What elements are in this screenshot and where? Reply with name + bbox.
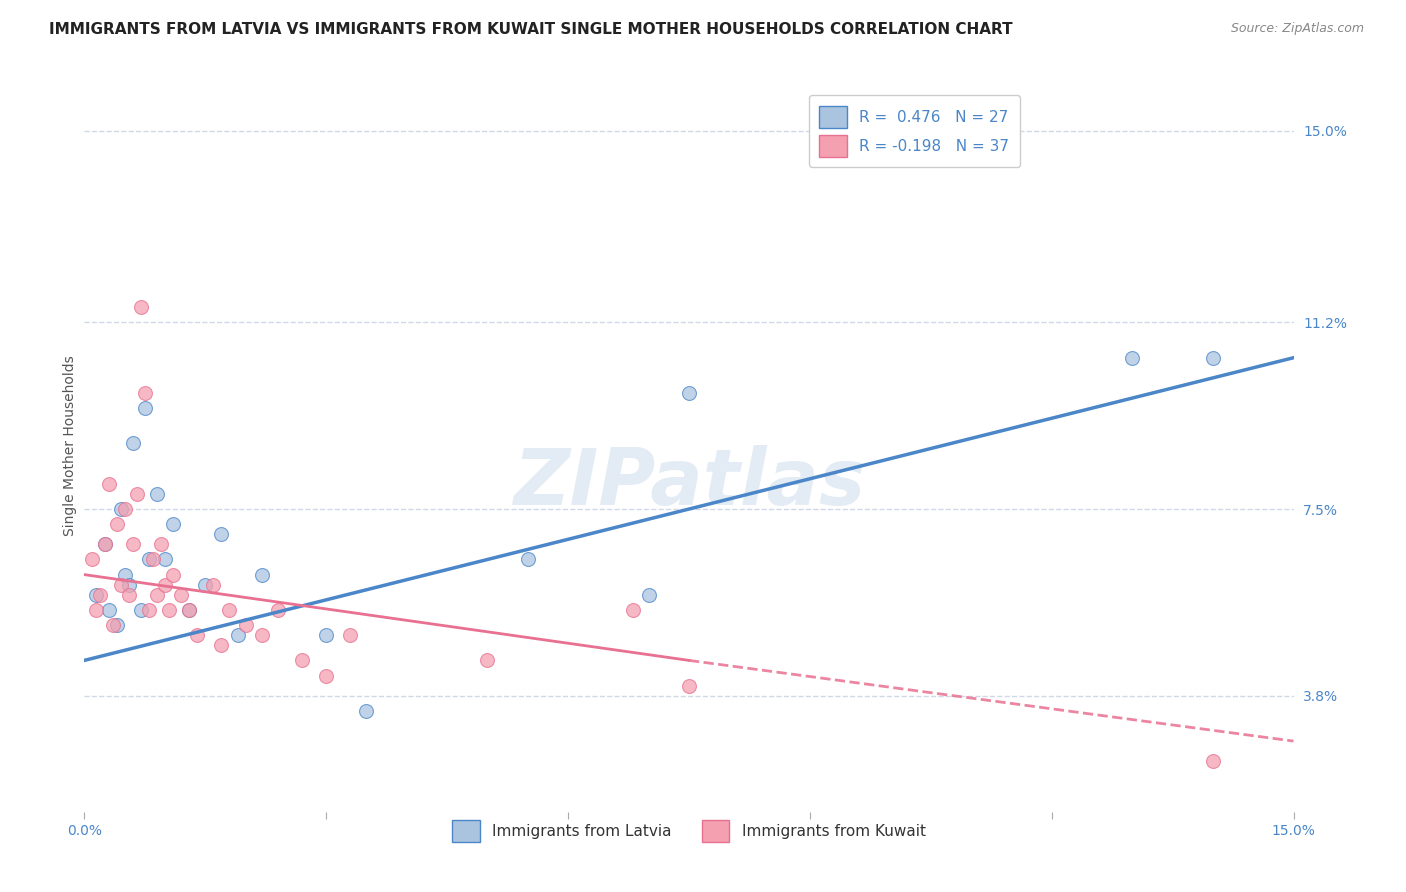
Point bbox=[118, 588, 141, 602]
Text: Source: ZipAtlas.com: Source: ZipAtlas.com bbox=[1230, 22, 1364, 36]
Point bbox=[93, 537, 115, 551]
Point bbox=[121, 436, 143, 450]
Point bbox=[194, 578, 217, 592]
Point bbox=[86, 603, 108, 617]
Point bbox=[250, 628, 273, 642]
Text: ZIPatlas: ZIPatlas bbox=[513, 444, 865, 521]
Point bbox=[202, 578, 225, 592]
Point bbox=[162, 567, 184, 582]
Point bbox=[134, 386, 156, 401]
Point bbox=[209, 527, 232, 541]
Point bbox=[118, 578, 141, 592]
Point bbox=[267, 603, 290, 617]
Point bbox=[157, 603, 180, 617]
Point bbox=[315, 668, 337, 682]
Point bbox=[125, 487, 148, 501]
Point bbox=[339, 628, 361, 642]
Point bbox=[186, 628, 208, 642]
Point bbox=[153, 578, 176, 592]
Point bbox=[146, 588, 169, 602]
Legend: Immigrants from Latvia, Immigrants from Kuwait: Immigrants from Latvia, Immigrants from … bbox=[446, 814, 932, 848]
Text: IMMIGRANTS FROM LATVIA VS IMMIGRANTS FROM KUWAIT SINGLE MOTHER HOUSEHOLDS CORREL: IMMIGRANTS FROM LATVIA VS IMMIGRANTS FRO… bbox=[49, 22, 1012, 37]
Point bbox=[315, 628, 337, 642]
Point bbox=[138, 552, 160, 566]
Point bbox=[1202, 754, 1225, 768]
Point bbox=[209, 638, 232, 652]
Point bbox=[82, 552, 104, 566]
Point bbox=[678, 386, 700, 401]
Point bbox=[97, 476, 120, 491]
Point bbox=[93, 537, 115, 551]
Point bbox=[149, 537, 172, 551]
Point bbox=[162, 517, 184, 532]
Point bbox=[179, 603, 201, 617]
Point bbox=[621, 603, 644, 617]
Point bbox=[105, 618, 128, 632]
Point bbox=[114, 502, 136, 516]
Point bbox=[516, 552, 538, 566]
Point bbox=[356, 704, 378, 718]
Point bbox=[114, 567, 136, 582]
Point bbox=[153, 552, 176, 566]
Point bbox=[146, 487, 169, 501]
Point bbox=[226, 628, 249, 642]
Point bbox=[134, 401, 156, 416]
Point bbox=[170, 588, 193, 602]
Point bbox=[89, 588, 111, 602]
Point bbox=[86, 588, 108, 602]
Point bbox=[129, 603, 152, 617]
Point bbox=[1202, 351, 1225, 365]
Point bbox=[110, 578, 132, 592]
Point bbox=[110, 502, 132, 516]
Point bbox=[250, 567, 273, 582]
Point bbox=[105, 517, 128, 532]
Point bbox=[101, 618, 124, 632]
Point bbox=[142, 552, 165, 566]
Point bbox=[678, 679, 700, 693]
Point bbox=[121, 537, 143, 551]
Point bbox=[291, 653, 314, 667]
Point bbox=[179, 603, 201, 617]
Point bbox=[138, 603, 160, 617]
Point bbox=[129, 300, 152, 314]
Point bbox=[235, 618, 257, 632]
Point bbox=[637, 588, 659, 602]
Point bbox=[218, 603, 240, 617]
Point bbox=[97, 603, 120, 617]
Point bbox=[477, 653, 499, 667]
Point bbox=[1121, 351, 1143, 365]
Y-axis label: Single Mother Households: Single Mother Households bbox=[63, 356, 77, 536]
